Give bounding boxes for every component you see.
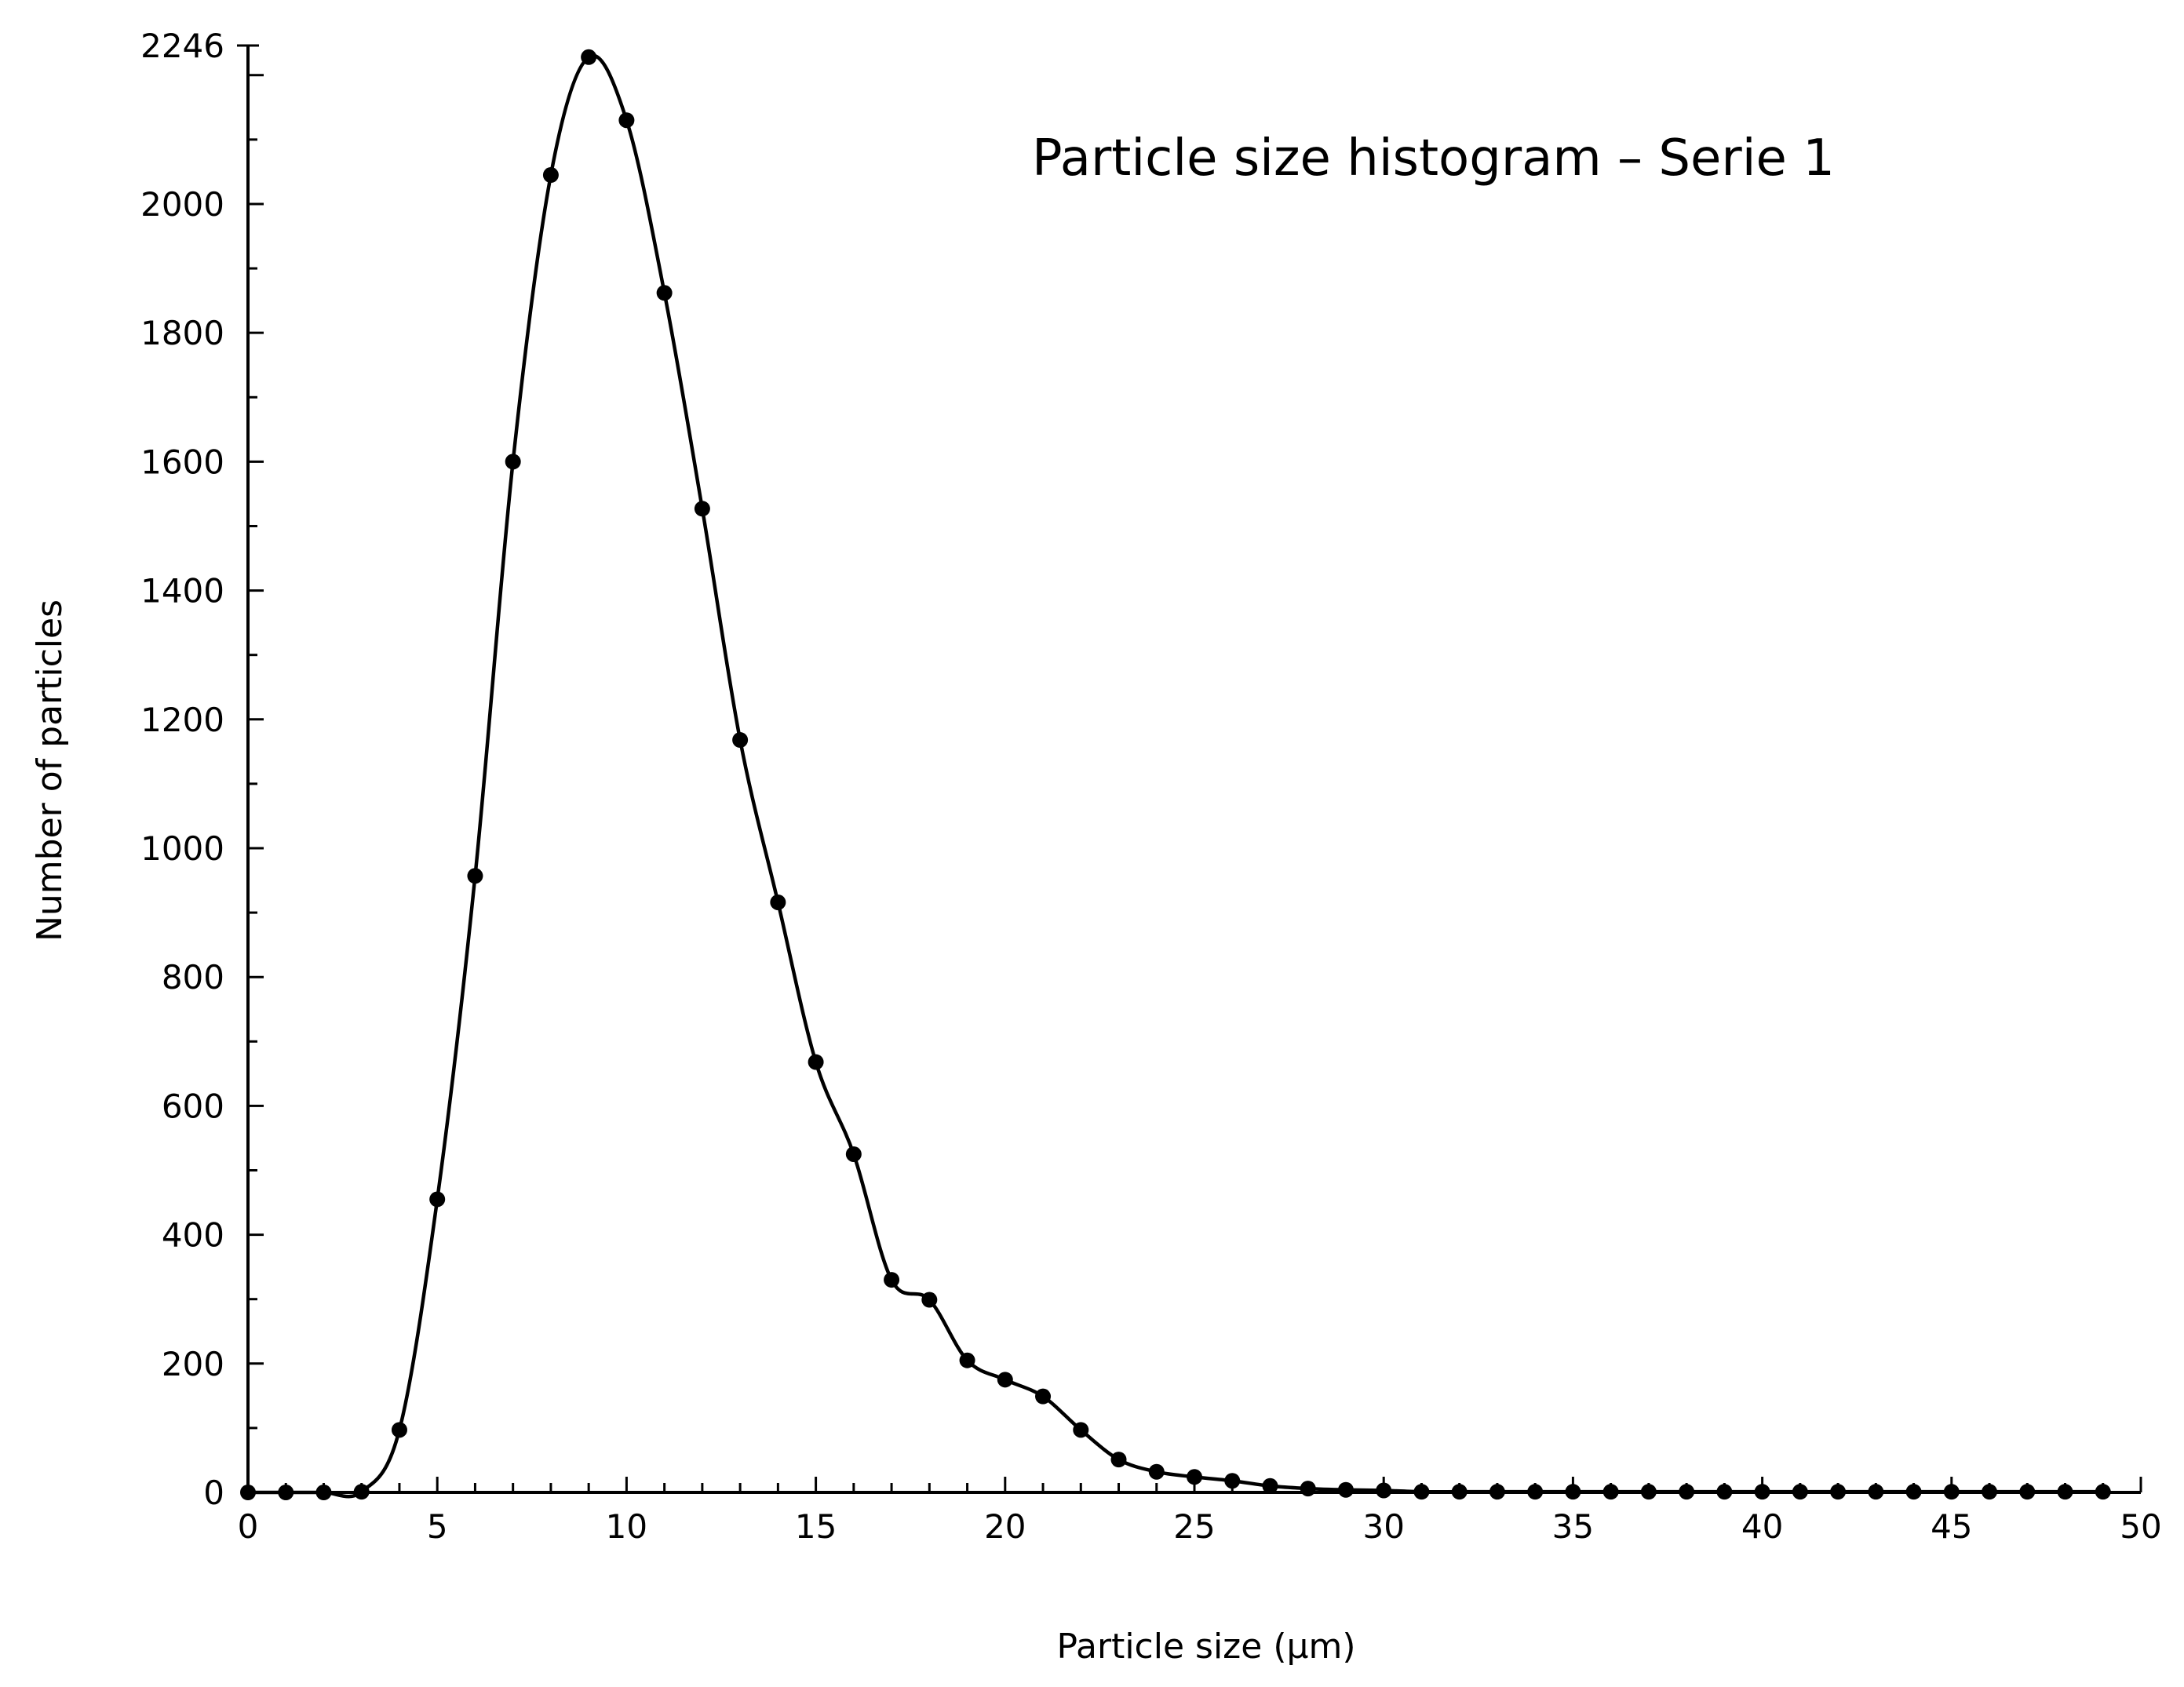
data-point [1224,1473,1241,1489]
data-point [997,1372,1013,1388]
data-point [315,1485,332,1500]
data-point [1905,1484,1922,1500]
data-point [1262,1477,1278,1494]
x-tick-label: 10 [606,1507,647,1546]
data-point [1187,1469,1202,1485]
data-point [1110,1452,1127,1468]
x-tick-label: 5 [427,1507,448,1546]
data-point [1716,1484,1733,1500]
data-point [1640,1484,1657,1500]
data-point [1565,1484,1581,1500]
data-point [921,1292,938,1308]
data-point [467,868,483,884]
data-point [845,1146,862,1162]
data-point [1073,1422,1089,1438]
y-tick-label: 2246 [140,27,224,65]
data-point [1943,1484,1960,1500]
data-point [240,1485,256,1500]
data-point [1489,1484,1505,1500]
data-point [278,1485,294,1500]
data-point [884,1272,900,1288]
y-tick-label: 400 [162,1216,224,1255]
data-point [732,732,749,749]
data-markers [240,49,2111,1500]
data-point [2095,1484,2111,1500]
y-tick-label: 2000 [140,185,224,224]
chart-title: Particle size histogram – Serie 1 [1032,129,1835,188]
y-tick-label: 0 [203,1474,224,1512]
x-tick-label: 0 [238,1507,259,1546]
x-tick-label: 30 [1362,1507,1404,1546]
x-tick-label: 50 [2120,1507,2161,1546]
data-point [770,894,786,910]
y-tick-label: 600 [162,1087,224,1125]
data-point [1679,1484,1695,1500]
y-tick-label: 1000 [140,829,224,868]
data-point [1982,1484,1998,1500]
data-point [429,1191,446,1208]
data-point [1413,1484,1430,1500]
data-point [959,1352,975,1368]
y-tick-label: 1200 [140,701,224,739]
data-point [694,501,710,517]
data-point [353,1484,370,1500]
x-axis-ticks: 0 5 10 15 20 25 30 35 40 45 50 [238,1477,2162,1546]
data-point [1830,1484,1847,1500]
data-point [1868,1484,1884,1500]
data-point [1035,1388,1052,1405]
x-tick-label: 25 [1173,1507,1215,1546]
y-tick-label: 200 [162,1345,224,1383]
data-point [1792,1484,1808,1500]
y-tick-label: 1400 [140,572,224,610]
data-point [1451,1484,1468,1500]
data-point [1376,1482,1392,1499]
data-point [656,285,673,301]
y-tick-label: 800 [162,958,224,997]
data-point [1602,1484,1619,1500]
axes [246,46,2141,1494]
x-tick-label: 20 [984,1507,1026,1546]
data-point [808,1054,824,1070]
y-axis-title: Number of particles [30,599,70,942]
x-tick-label: 40 [1741,1507,1783,1546]
data-point [618,112,635,129]
y-tick-label: 1600 [140,443,224,481]
data-point [2057,1484,2073,1500]
x-tick-label: 35 [1552,1507,1594,1546]
data-point [1754,1484,1770,1500]
data-point [581,49,597,65]
data-point [2019,1484,2036,1500]
series-line [247,53,2103,1499]
data-point [391,1422,407,1438]
data-point [505,454,521,470]
x-tick-label: 15 [795,1507,837,1546]
x-tick-label: 45 [1931,1507,1972,1546]
data-point [1337,1481,1354,1498]
data-point [1527,1484,1544,1500]
data-point [542,167,559,184]
y-axis-ticks: 0 200 400 600 800 1000 1200 1400 1600 1800 2000 224… [140,27,264,1512]
data-point [1148,1463,1165,1480]
data-point [1300,1481,1316,1497]
x-axis-title: Particle size (μm) [1056,1627,1355,1667]
y-tick-label: 1800 [140,314,224,352]
